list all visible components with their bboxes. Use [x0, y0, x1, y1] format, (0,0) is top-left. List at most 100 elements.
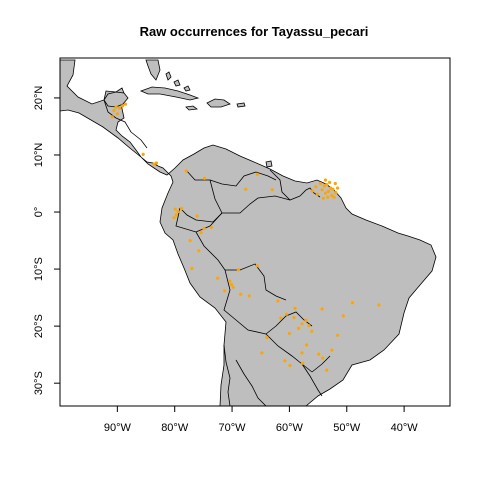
yucatan	[103, 91, 129, 108]
occurrence-point	[328, 180, 332, 184]
x-tick-label: 90°W	[104, 422, 132, 434]
occurrence-point	[202, 227, 206, 231]
occurrence-point	[118, 106, 122, 110]
occurrence-point	[301, 361, 305, 365]
hispaniola	[206, 98, 231, 108]
occurrence-point	[255, 264, 259, 268]
occurrence-point	[174, 213, 178, 217]
occurrence-point	[307, 324, 311, 328]
occurrence-point	[322, 184, 326, 188]
occurrence-point	[197, 249, 201, 253]
occurrence-point	[292, 316, 296, 320]
occurrence-point	[318, 181, 322, 186]
occurrence-point	[239, 292, 243, 296]
occurrence-point	[293, 306, 297, 310]
occurrence-point	[350, 301, 355, 305]
occurrence-point	[341, 314, 345, 318]
occurrence-point	[228, 279, 232, 283]
occurrence-point	[209, 225, 213, 229]
occurrence-point	[305, 343, 309, 347]
x-tick-label: 70°W	[219, 422, 247, 434]
jamaica	[185, 105, 199, 111]
y-tick-label: 10°N	[33, 143, 45, 168]
occurrence-point	[152, 162, 156, 166]
occurrence-point	[199, 231, 203, 235]
occurrence-point	[276, 299, 280, 303]
occurrence-point	[320, 188, 324, 192]
occurrence-point	[176, 209, 180, 214]
puerto-rico	[236, 102, 246, 108]
occurrence-points	[110, 102, 381, 372]
occurrence-point	[331, 187, 335, 191]
occurrence-point	[320, 307, 324, 311]
occurrence-point	[279, 316, 283, 320]
occurrence-point	[190, 266, 194, 271]
occurrence-point	[336, 333, 340, 337]
x-tick-label: 50°W	[333, 422, 361, 434]
occurrence-point	[231, 285, 235, 289]
occurrence-point	[325, 368, 329, 372]
x-tick-label: 40°W	[391, 422, 419, 434]
trinidad	[265, 160, 273, 168]
x-axis: 90°W 80°W 70°W 60°W 50°W 40°W	[104, 406, 418, 434]
occurrence-point	[120, 104, 125, 108]
map-land	[60, 59, 437, 406]
chart-title: Raw occurrences for Tayassu_pecari	[140, 24, 369, 39]
occurrence-point	[270, 188, 274, 192]
occurrence-point	[123, 102, 127, 106]
occurrence-point	[314, 185, 318, 189]
occurrence-point	[287, 331, 291, 336]
occurrence-point	[216, 276, 220, 280]
occurrence-point	[321, 356, 325, 360]
occurrence-point	[310, 189, 314, 193]
occurrence-point	[326, 195, 330, 199]
x-tick-label: 80°W	[161, 422, 189, 434]
occurrence-point	[326, 189, 330, 194]
occurrence-point	[115, 112, 119, 116]
occurrence-point	[330, 348, 334, 352]
occurrence-point	[297, 326, 301, 330]
occurrence-point	[377, 303, 381, 307]
americas-mainland	[60, 59, 437, 406]
occurrence-point	[255, 172, 259, 176]
occurrence-point	[173, 207, 177, 211]
occurrence-point	[244, 187, 248, 191]
occurrence-point	[202, 176, 207, 180]
occurrence-point	[114, 105, 118, 109]
occurrence-point	[333, 181, 337, 186]
occurrence-point	[223, 289, 227, 293]
occurrence-point	[315, 192, 320, 196]
occurrence-point	[265, 335, 269, 340]
occurrence-point	[317, 352, 321, 356]
occurrence-point	[112, 108, 116, 113]
occurrence-point	[336, 186, 340, 190]
occurrence-point	[283, 359, 287, 363]
cuba	[139, 86, 200, 101]
bahamas	[165, 71, 191, 92]
occurrence-point	[229, 282, 234, 287]
occurrence-point	[321, 196, 325, 200]
occurrence-point	[288, 363, 292, 368]
occurrence-point	[300, 351, 304, 355]
occurrence-point	[141, 152, 145, 156]
occurrence-point	[300, 322, 304, 326]
occurrence-point	[180, 207, 184, 211]
occurrence-point	[188, 239, 192, 243]
y-tick-label: 20°S	[33, 314, 45, 338]
occurrence-point	[323, 191, 328, 195]
occurrence-point	[304, 318, 308, 322]
occurrence-point	[172, 216, 176, 220]
occurrence-point	[110, 115, 114, 119]
y-axis: 20°N 10°N 0° 10°S 20°S 30°S	[33, 86, 60, 395]
plot-frame	[59, 57, 451, 407]
occurrence-point	[260, 351, 264, 355]
occurrence-point	[236, 268, 240, 272]
occurrence-point	[310, 329, 314, 333]
occurrence-point	[334, 191, 338, 195]
occurrence-point	[323, 178, 328, 182]
x-tick-label: 60°W	[276, 422, 304, 434]
y-tick-label: 0°	[33, 207, 45, 218]
occurrence-point	[332, 195, 336, 199]
florida	[145, 59, 161, 81]
